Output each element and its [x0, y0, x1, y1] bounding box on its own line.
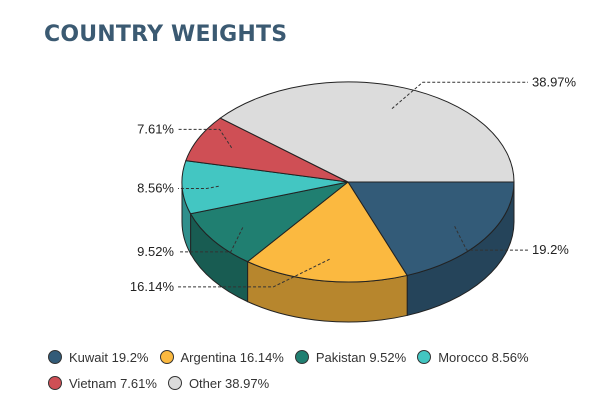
- legend-row: Kuwait 19.2% Argentina 16.14% Pakistan 9…: [48, 344, 578, 370]
- legend-item-other[interactable]: Other 38.97%: [167, 375, 270, 391]
- pie-slice-other[interactable]: [219, 81, 515, 183]
- legend-swatch: [167, 376, 182, 390]
- pie-labels: 19.2% 16.14% 9.52% 8.56% 7.61% 38.97%: [130, 74, 577, 294]
- chart-legend: Kuwait 19.2% Argentina 16.14% Pakistan 9…: [48, 344, 578, 396]
- legend-row: Vietnam 7.61% Other 38.97%: [48, 370, 578, 396]
- legend-label: Morocco 8.56%: [438, 349, 529, 365]
- legend-label: Pakistan 9.52%: [315, 349, 407, 365]
- legend-label: Other 38.97%: [188, 375, 270, 391]
- legend-item-pakistan[interactable]: Pakistan 9.52%: [294, 349, 407, 365]
- data-label-pakistan: 9.52%: [137, 244, 174, 259]
- legend-item-kuwait[interactable]: Kuwait 19.2%: [48, 350, 149, 365]
- leader-line: [454, 226, 528, 251]
- leader-line: [178, 185, 219, 189]
- pie-slice-morocco[interactable]: [181, 160, 349, 215]
- leader-line: [178, 128, 233, 149]
- legend-swatch: [417, 350, 432, 364]
- legend-swatch: [159, 350, 174, 364]
- leader-line: [178, 258, 330, 288]
- legend-swatch: [294, 350, 309, 364]
- pie-slices: [181, 81, 515, 283]
- data-label-argentina: 16.14%: [130, 279, 175, 294]
- legend-item-morocco[interactable]: Morocco 8.56%: [417, 349, 529, 365]
- legend-item-argentina[interactable]: Argentina 16.14%: [159, 349, 284, 365]
- pie-slice-pakistan[interactable]: [189, 181, 349, 263]
- data-label-other: 38.97%: [532, 74, 577, 89]
- leader-line: [391, 81, 528, 110]
- pie-slice-kuwait[interactable]: [347, 181, 515, 276]
- pie-slice-argentina[interactable]: [246, 181, 408, 283]
- data-label-morocco: 8.56%: [137, 180, 174, 195]
- legend-label: Vietnam 7.61%: [69, 375, 157, 391]
- legend-swatch: [48, 350, 62, 364]
- legend-item-vietnam[interactable]: Vietnam 7.61%: [48, 376, 157, 391]
- legend-label: Argentina 16.14%: [180, 349, 284, 365]
- data-label-kuwait: 19.2%: [532, 242, 569, 257]
- chart-title: COUNTRY WEIGHTS: [44, 22, 288, 47]
- data-label-vietnam: 7.61%: [137, 121, 174, 136]
- legend-swatch: [48, 376, 62, 390]
- legend-label: Kuwait 19.2%: [69, 349, 149, 365]
- leader-line: [178, 227, 244, 253]
